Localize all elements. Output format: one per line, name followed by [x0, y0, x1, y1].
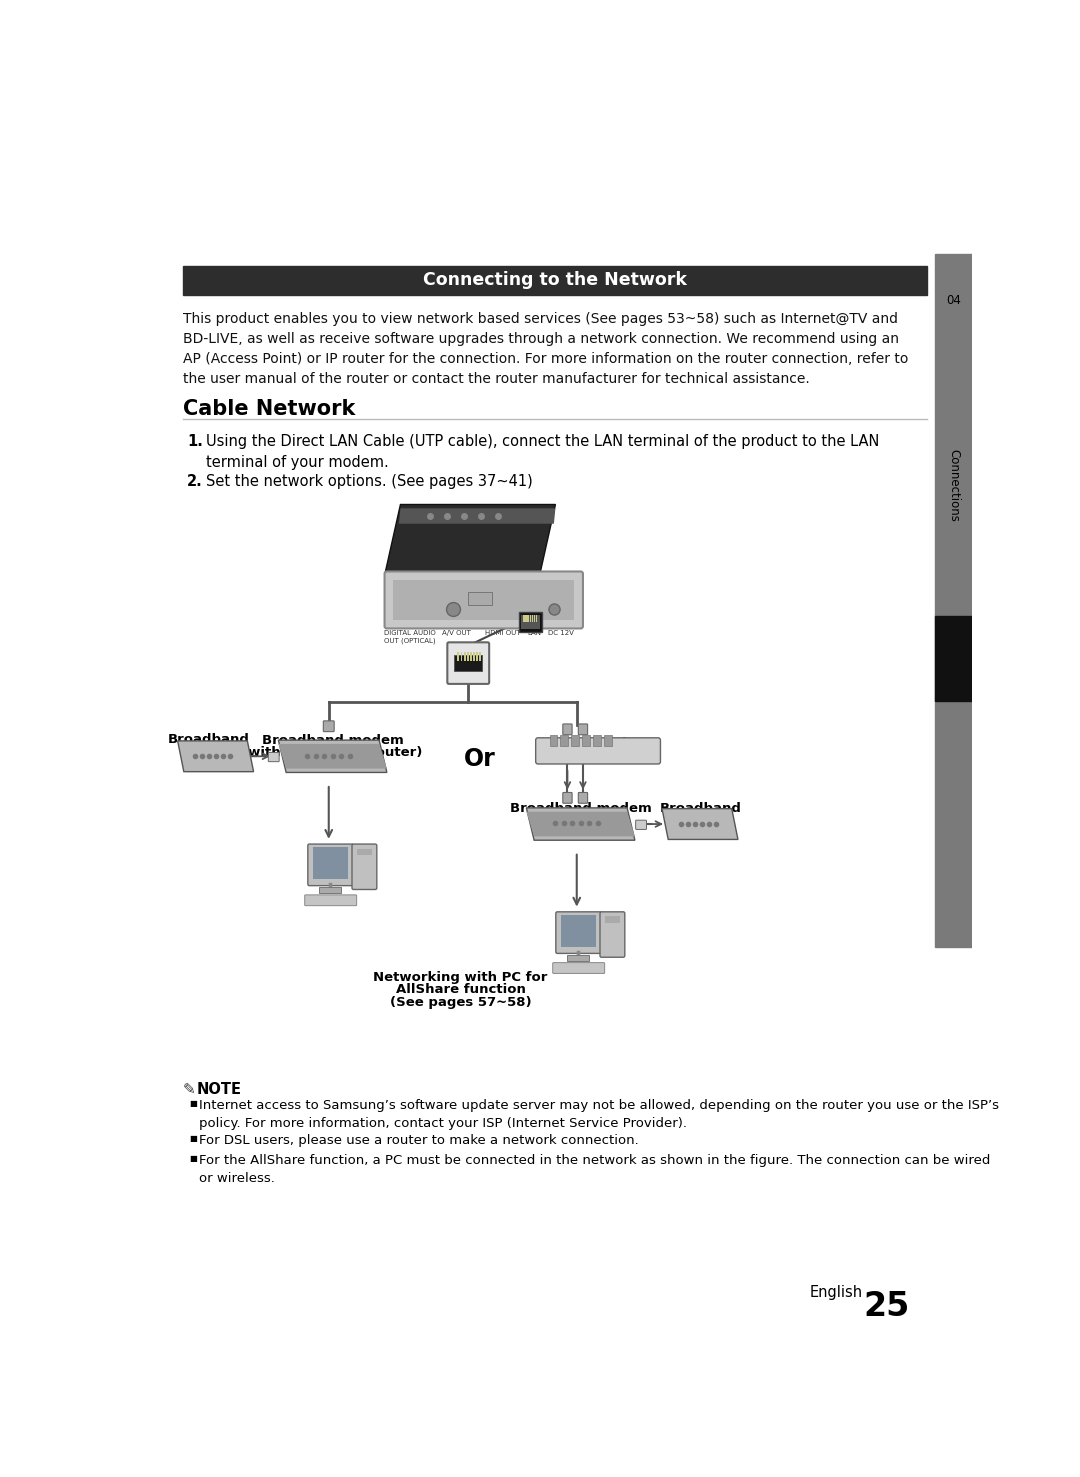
FancyBboxPatch shape — [553, 963, 605, 973]
Text: Networking with PC for: Networking with PC for — [374, 970, 548, 984]
Bar — [526, 616, 527, 622]
Text: DC 12V: DC 12V — [549, 631, 575, 637]
Text: Set the network options. (See pages 37~41): Set the network options. (See pages 37~4… — [206, 474, 534, 489]
Text: English: English — [809, 1285, 862, 1300]
Bar — [393, 580, 575, 620]
Bar — [476, 651, 478, 660]
Polygon shape — [526, 808, 635, 840]
Polygon shape — [279, 744, 387, 768]
Bar — [183, 266, 927, 295]
Text: A/V OUT: A/V OUT — [442, 631, 471, 637]
Text: Router: Router — [594, 736, 645, 749]
Bar — [463, 651, 465, 660]
Bar — [935, 254, 972, 947]
Text: Cable Network: Cable Network — [183, 399, 355, 419]
Bar — [460, 651, 462, 660]
Polygon shape — [177, 741, 254, 771]
FancyBboxPatch shape — [578, 793, 588, 803]
Text: Internet access to Samsung’s software update server may not be allowed, dependin: Internet access to Samsung’s software up… — [200, 1099, 999, 1130]
FancyBboxPatch shape — [447, 642, 489, 684]
Bar — [536, 616, 537, 622]
FancyBboxPatch shape — [323, 721, 334, 731]
FancyBboxPatch shape — [305, 895, 356, 905]
Bar — [525, 616, 526, 622]
FancyBboxPatch shape — [352, 843, 377, 889]
Text: Broadband modem: Broadband modem — [510, 802, 651, 815]
Bar — [473, 651, 475, 660]
Bar — [455, 656, 482, 671]
FancyBboxPatch shape — [384, 572, 583, 628]
FancyBboxPatch shape — [578, 724, 588, 734]
Text: ✎: ✎ — [183, 1083, 195, 1097]
Bar — [320, 888, 341, 894]
Text: This product enables you to view network based services (See pages 53~58) such a: This product enables you to view network… — [183, 312, 908, 385]
FancyBboxPatch shape — [308, 843, 353, 886]
Text: Connecting to the Network: Connecting to the Network — [423, 272, 687, 289]
Polygon shape — [399, 508, 555, 524]
Text: For DSL users, please use a router to make a network connection.: For DSL users, please use a router to ma… — [200, 1134, 639, 1148]
Text: Broadband: Broadband — [167, 733, 249, 746]
Bar — [467, 651, 469, 660]
Text: ■: ■ — [189, 1134, 198, 1143]
Bar — [562, 914, 596, 947]
Bar — [582, 736, 590, 746]
Bar — [561, 736, 568, 746]
Bar — [604, 736, 611, 746]
Text: AllShare function: AllShare function — [395, 984, 526, 997]
Bar — [935, 616, 972, 702]
Bar — [535, 616, 536, 622]
Bar — [523, 616, 524, 622]
Text: Using the Direct LAN Cable (UTP cable), connect the LAN terminal of the product : Using the Direct LAN Cable (UTP cable), … — [206, 434, 880, 470]
Bar — [528, 616, 529, 622]
Bar — [313, 848, 348, 879]
Bar — [530, 616, 531, 622]
Text: For the AllShare function, a PC must be connected in the network as shown in the: For the AllShare function, a PC must be … — [200, 1155, 990, 1186]
Text: NOTE: NOTE — [197, 1083, 242, 1097]
Text: Broadband modem: Broadband modem — [261, 734, 404, 747]
Text: Or: Or — [464, 747, 496, 771]
Bar — [532, 616, 534, 622]
Polygon shape — [384, 505, 555, 573]
Text: Connections: Connections — [947, 449, 960, 521]
Text: 25: 25 — [864, 1289, 909, 1323]
Polygon shape — [662, 808, 738, 839]
FancyBboxPatch shape — [536, 738, 661, 764]
Text: (See pages 57~58): (See pages 57~58) — [390, 995, 531, 1009]
Text: service: service — [181, 744, 235, 758]
Text: LAN: LAN — [527, 631, 541, 637]
FancyBboxPatch shape — [563, 793, 572, 803]
FancyBboxPatch shape — [636, 820, 647, 830]
FancyBboxPatch shape — [556, 911, 602, 953]
Bar — [605, 916, 620, 923]
Text: HDMI OUT: HDMI OUT — [485, 631, 521, 637]
Bar — [356, 849, 373, 855]
Bar — [470, 651, 472, 660]
Bar — [458, 651, 459, 660]
FancyBboxPatch shape — [563, 724, 572, 734]
Text: service: service — [674, 814, 728, 827]
Text: (with integrated router): (with integrated router) — [242, 746, 422, 759]
Bar — [521, 616, 540, 629]
Polygon shape — [526, 812, 635, 836]
Bar — [518, 613, 542, 632]
Bar — [469, 592, 491, 604]
Text: 1.: 1. — [187, 434, 203, 449]
Text: ■: ■ — [189, 1099, 198, 1108]
FancyBboxPatch shape — [600, 911, 625, 957]
Text: DIGITAL AUDIO
OUT (OPTICAL): DIGITAL AUDIO OUT (OPTICAL) — [384, 631, 436, 644]
Bar — [571, 736, 579, 746]
Bar — [593, 736, 600, 746]
Text: ■: ■ — [189, 1155, 198, 1164]
Text: 04: 04 — [946, 294, 961, 307]
Bar — [480, 651, 481, 660]
Bar — [550, 736, 557, 746]
Text: Broadband: Broadband — [660, 802, 742, 815]
Polygon shape — [279, 740, 387, 772]
FancyBboxPatch shape — [268, 752, 279, 762]
Bar — [567, 956, 590, 962]
Text: 2.: 2. — [187, 474, 203, 489]
